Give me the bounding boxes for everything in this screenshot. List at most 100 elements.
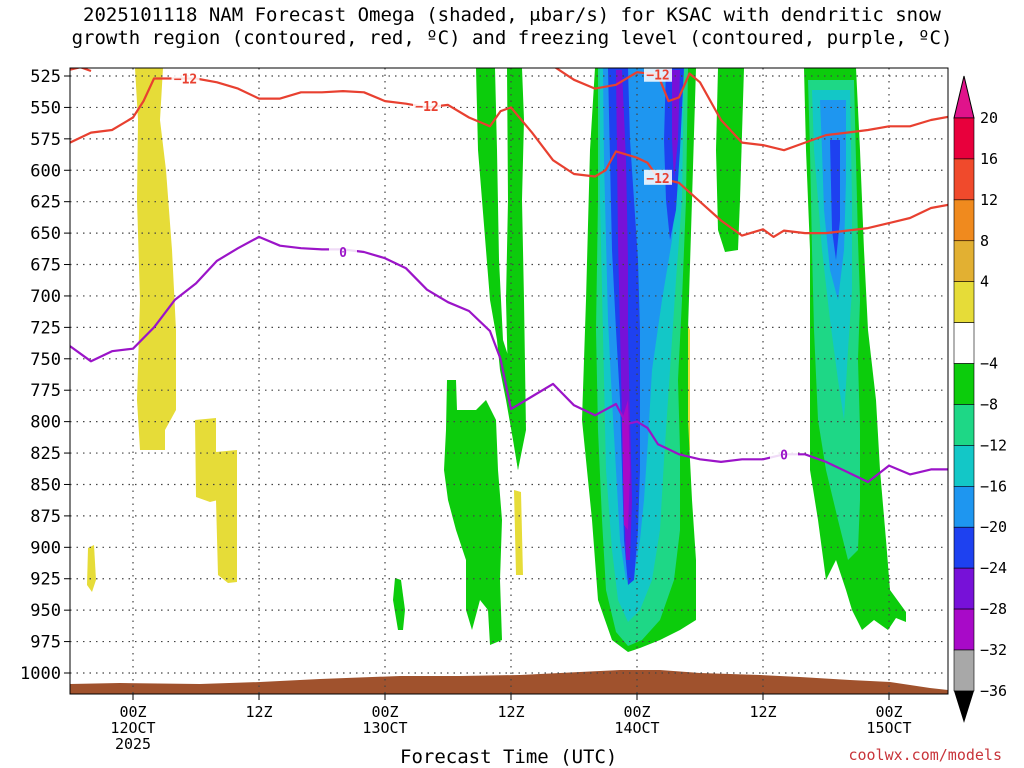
dgz-label-3: −12 <box>646 172 669 187</box>
colorbar-segment-3 <box>953 240 975 282</box>
omega-positive-region-2 <box>195 418 218 502</box>
watermark-text: coolwx.com/models <box>848 746 1002 764</box>
x-tick-label-60-0: 12Z <box>749 703 776 721</box>
colorbar-label-5: −4 <box>980 355 998 373</box>
colorbar-segment-1 <box>953 158 975 201</box>
x-tick-label-24-1: 13OCT <box>362 719 407 737</box>
x-tick-label-48-1: 14OCT <box>614 719 659 737</box>
chart-title: 2025101118 NAM Forecast Omega (shaded, μ… <box>0 4 1024 50</box>
y-tick-label-900: 900 <box>30 538 61 558</box>
colorbar-segment-0 <box>953 117 975 160</box>
colorbar-label-7: −12 <box>980 436 1007 454</box>
colorbar-label-3: 8 <box>980 232 989 250</box>
colorbar-segment-7 <box>953 404 975 446</box>
dotted-gridlines <box>70 68 948 694</box>
colorbar-segment-8 <box>953 445 975 487</box>
freezing-label-1-bg <box>329 243 357 259</box>
dgz-contour-2 <box>554 68 948 152</box>
colorbar-segment-6 <box>953 363 975 405</box>
colorbar-label-8: −16 <box>980 477 1007 495</box>
colorbar-label-10: −24 <box>980 559 1007 577</box>
omega-positive-region-3 <box>216 450 237 583</box>
colorbar-segment-2 <box>953 199 975 242</box>
y-tick-label-750: 750 <box>30 350 61 370</box>
x-tick-label-48-0: 00Z <box>623 703 650 721</box>
x-tick-label-36-0: 12Z <box>497 703 524 721</box>
omega-negative-band-b <box>506 68 526 470</box>
y-tick-label-550: 550 <box>30 98 61 118</box>
omega-positive-region-5 <box>514 490 523 575</box>
x-tick-label-0-2: 2025 <box>115 735 151 753</box>
dgz-contour-1 <box>70 77 948 238</box>
dgz-label-2-bg <box>413 98 441 114</box>
y-tick-label-775: 775 <box>30 381 61 401</box>
colorbar-segment-9 <box>953 486 975 528</box>
terrain-ground <box>70 670 948 694</box>
colorbar-segment-10 <box>953 526 975 569</box>
x-tick-label-12-0: 12Z <box>245 703 272 721</box>
dgz-label-4-bg <box>644 66 672 82</box>
freezing-label-2-bg <box>770 446 798 462</box>
freezing-label-1: 0 <box>339 246 347 261</box>
y-tick-label-625: 625 <box>30 193 61 213</box>
y-axis: 525 550 575 600 625 650 675 700 725 750 775 800 825 8… <box>20 67 70 684</box>
y-tick-label-650: 650 <box>30 224 61 244</box>
colorbar-label-11: −28 <box>980 600 1007 618</box>
y-tick-label-1000: 1000 <box>20 664 61 684</box>
freezing-label-2: 0 <box>780 448 788 463</box>
colorbar-top-arrow <box>953 75 975 119</box>
y-tick-label-850: 850 <box>30 475 61 495</box>
y-tick-label-825: 825 <box>30 444 61 464</box>
dgz-label-1: −12 <box>174 73 197 88</box>
y-tick-label-800: 800 <box>30 413 61 433</box>
y-tick-label-575: 575 <box>30 130 61 150</box>
x-tick-label-24-0: 00Z <box>371 703 398 721</box>
y-tick-label-600: 600 <box>30 161 61 181</box>
colorbar-label-6: −8 <box>980 395 998 413</box>
y-tick-label-975: 975 <box>30 633 61 653</box>
omega-positive-region-1 <box>135 68 176 450</box>
colorbar-label-4: 4 <box>980 273 989 291</box>
title-line-2: growth region (contoured, red, ºC) and f… <box>71 27 953 49</box>
omega-m28-core <box>622 400 630 530</box>
omega-shading <box>87 68 906 652</box>
colorbar-segment-4 <box>953 281 975 323</box>
colorbar-segment-11 <box>953 567 975 610</box>
colorbar-label-12: −32 <box>980 641 1007 659</box>
x-tick-label-72-1: 15OCT <box>866 719 911 737</box>
y-tick-label-925: 925 <box>30 570 61 590</box>
omega-negative-region-c <box>444 380 502 645</box>
colorbar-segment-12 <box>953 608 975 651</box>
x-tick-label-72-0: 00Z <box>875 703 902 721</box>
omega-negative-region-e <box>716 68 744 252</box>
contour-labels: 0 0 −12 −12 −12 −12 <box>171 66 798 463</box>
colorbar-label-2: 12 <box>980 191 998 209</box>
colorbar-label-13: −36 <box>980 682 1007 700</box>
y-tick-label-725: 725 <box>30 318 61 338</box>
colorbar-label-0: 20 <box>980 109 998 127</box>
colorbar-segment-13 <box>953 649 975 692</box>
y-tick-label-950: 950 <box>30 601 61 621</box>
y-tick-label-675: 675 <box>30 256 61 276</box>
omega-positive-region-4 <box>87 545 96 592</box>
dgz-label-1-bg <box>171 70 200 86</box>
omega-negative-region-d <box>393 578 405 630</box>
colorbar-bottom-arrow <box>954 690 974 723</box>
x-tick-label-0-1: 12OCT <box>110 719 155 737</box>
plot-frame <box>69 67 949 695</box>
dgz-label-2: −12 <box>415 100 438 115</box>
colorbar-label-9: −20 <box>980 518 1007 536</box>
colorbar: 20 16 12 8 4 −4 −8 −12 −16 −20 −24 −28 −32 −36 <box>953 75 1007 723</box>
dgz-contour-0 <box>70 68 92 73</box>
colorbar-label-1: 16 <box>980 150 998 168</box>
dgz-label-4: −12 <box>646 69 669 84</box>
x-axis-title: Forecast Time (UTC) <box>400 746 618 768</box>
x-tick-label-0-0: 00Z <box>119 703 146 721</box>
y-tick-label-525: 525 <box>30 67 61 87</box>
dgz-label-3-bg <box>644 169 672 185</box>
title-line-1: 2025101118 NAM Forecast Omega (shaded, μ… <box>83 4 941 26</box>
colorbar-segment-5 <box>953 322 975 364</box>
y-tick-label-700: 700 <box>30 287 61 307</box>
